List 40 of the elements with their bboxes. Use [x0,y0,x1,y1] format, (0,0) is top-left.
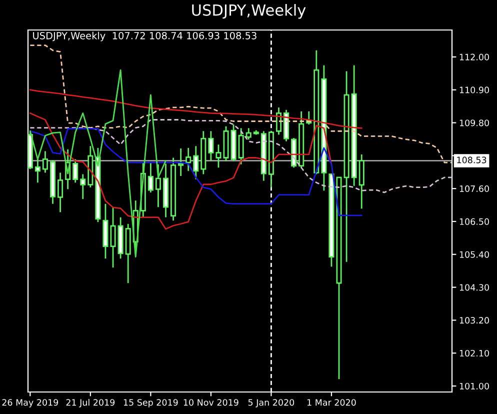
candlestick [155,164,161,208]
line-series [29,128,362,216]
candlestick [148,162,154,194]
y-tick-label: 105.40 [460,251,489,258]
y-tick-label: 109.80 [460,120,489,126]
x-tick-label: 15 Sep 2019 [124,399,178,408]
candlestick [34,157,40,184]
candlestick [110,206,116,268]
x-tick-label: 10 Nov 2019 [184,399,238,406]
y-tick-label: 103.20 [460,317,489,324]
x-tick-label: 5 Jan 2020 [248,399,294,408]
candlestick [246,127,252,140]
candlestick [186,147,192,172]
candlestick [276,106,282,136]
y-tick-label: 102.10 [460,350,489,357]
x-tick-label: 21 Jul 2019 [66,398,115,408]
ref-line-label: 108.53 [457,156,486,164]
chart-title: USDJPY,Weekly [192,4,306,19]
candlestick [58,172,64,213]
candlestick [178,148,184,177]
y-tick-label: 110.90 [460,86,489,94]
line-series [29,119,452,194]
candlestick [72,158,78,184]
line-series [29,69,166,258]
chart-subtitle: USDJPY,Weekly 107.72 108.74 106.93 108.53 [33,32,256,42]
line-series [29,112,332,230]
candlestick [42,150,48,174]
candlestick [216,144,222,168]
x-tick-label: 1 Mar 2020 [307,399,356,406]
y-tick-label: 106.50 [460,218,489,225]
y-tick-label: 104.30 [460,284,489,291]
x-tick-label: 26 May 2019 [2,399,58,408]
y-tick-label: 107.60 [460,185,489,192]
candlestick [193,145,199,180]
candlestick [208,130,214,162]
y-tick-label: 101.00 [460,382,489,390]
y-tick-label: 112.00 [460,54,489,60]
candlestick [238,127,244,166]
line-series [29,44,452,164]
candlestick [80,174,86,200]
